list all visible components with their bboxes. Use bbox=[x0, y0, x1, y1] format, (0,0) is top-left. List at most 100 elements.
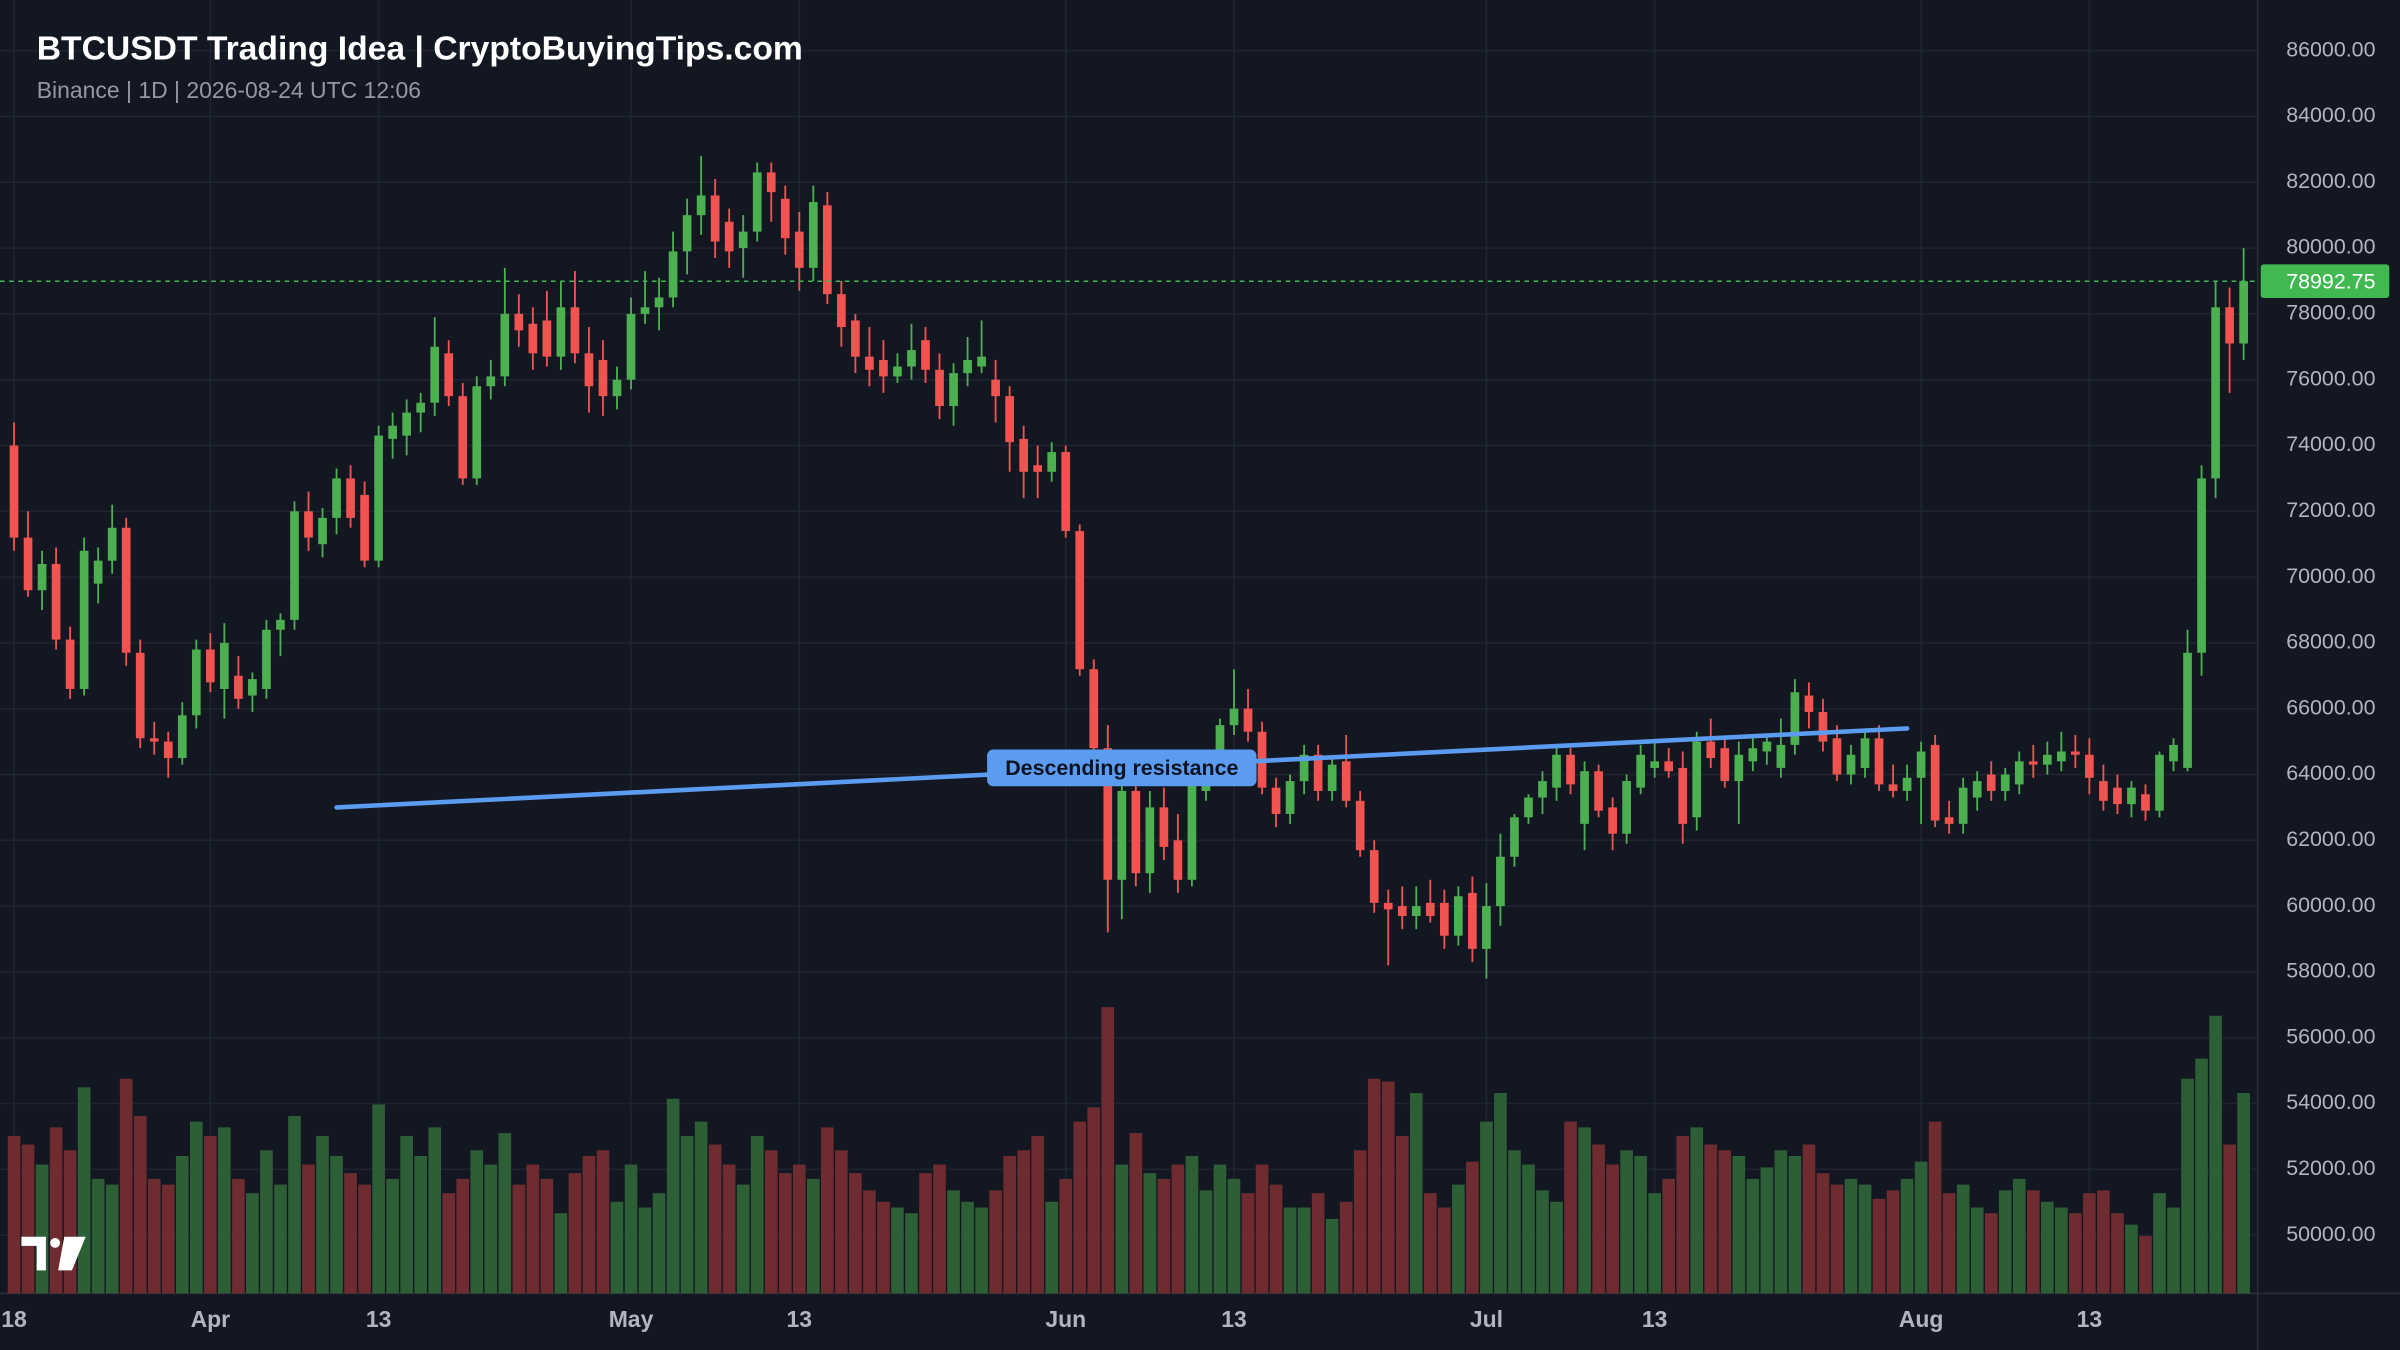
candle-body bbox=[402, 412, 412, 436]
candle-body bbox=[949, 373, 958, 407]
volume-bar bbox=[975, 1207, 988, 1294]
volume-bar bbox=[1886, 1190, 1900, 1294]
volume-bar bbox=[919, 1173, 932, 1294]
candle-body bbox=[1075, 531, 1085, 670]
x-tick-label: 13 bbox=[2077, 1306, 2103, 1332]
watermark-logo bbox=[21, 1236, 86, 1271]
candle-body bbox=[1271, 787, 1281, 814]
candle-body bbox=[220, 642, 229, 689]
volume-bar bbox=[624, 1164, 638, 1294]
volume-bar bbox=[2069, 1213, 2082, 1294]
volume-bar bbox=[2083, 1193, 2096, 1294]
candle-body bbox=[163, 741, 173, 759]
y-tick-label: 72000.00 bbox=[2286, 498, 2375, 522]
volume-bar bbox=[1353, 1150, 1367, 1294]
candle-body bbox=[808, 202, 818, 268]
volume-bar bbox=[2097, 1190, 2110, 1294]
volume-bar bbox=[1676, 1135, 1690, 1294]
candle-body bbox=[1860, 738, 1870, 768]
volume-bar bbox=[77, 1087, 91, 1294]
volume-bar bbox=[91, 1178, 105, 1294]
volume-bar bbox=[218, 1127, 231, 1294]
candle-body bbox=[2169, 744, 2178, 762]
candle-body bbox=[1930, 744, 1940, 821]
candle-body bbox=[612, 379, 622, 397]
candle-body bbox=[2239, 281, 2248, 344]
volume-bar bbox=[1129, 1133, 1143, 1294]
candle-body bbox=[318, 517, 327, 545]
y-tick-label: 74000.00 bbox=[2286, 432, 2375, 456]
candle-body bbox=[1243, 708, 1253, 732]
candle-body bbox=[752, 172, 762, 232]
candle-body bbox=[2056, 751, 2066, 762]
chart-title: BTCUSDT Trading Idea | CryptoBuyingTips.… bbox=[37, 30, 803, 67]
volume-bar bbox=[1550, 1201, 1563, 1294]
volume-bar bbox=[1648, 1193, 1661, 1294]
chart-subtitle: Binance | 1D | 2026-08-24 UTC 12:06 bbox=[37, 77, 421, 103]
candle-body bbox=[388, 425, 397, 439]
candle-body bbox=[1089, 669, 1099, 749]
candle-body bbox=[584, 353, 594, 387]
candle-body bbox=[149, 738, 159, 742]
candle-body bbox=[458, 396, 468, 479]
volume-bar bbox=[989, 1190, 1002, 1294]
candle-body bbox=[1173, 840, 1183, 880]
volume-bar bbox=[1115, 1164, 1129, 1294]
candle-body bbox=[879, 359, 888, 377]
volume-bar bbox=[807, 1178, 820, 1294]
volume-bar bbox=[2237, 1093, 2250, 1294]
candle-body bbox=[276, 619, 285, 630]
volume-bar bbox=[1073, 1121, 1087, 1294]
candle-body bbox=[2127, 787, 2136, 805]
candle-body bbox=[1187, 767, 1197, 880]
candle-body bbox=[79, 550, 89, 689]
volume-bar bbox=[1171, 1164, 1185, 1294]
candle-body bbox=[262, 629, 271, 689]
candle-body bbox=[1131, 790, 1141, 874]
candle-body bbox=[822, 205, 832, 295]
volume-bar bbox=[2167, 1207, 2180, 1294]
candle-body bbox=[1482, 906, 1491, 949]
candle-body bbox=[290, 511, 299, 620]
candle-body bbox=[2085, 754, 2094, 778]
candle-body bbox=[837, 294, 846, 328]
candle-body bbox=[893, 366, 902, 377]
volume-bar bbox=[1718, 1150, 1732, 1294]
candle-body bbox=[1047, 452, 1057, 472]
volume-bar bbox=[1956, 1184, 1970, 1294]
volume-bar bbox=[736, 1184, 750, 1294]
candle-body bbox=[1005, 396, 1014, 443]
candle-body bbox=[1033, 465, 1043, 472]
candle-body bbox=[1986, 774, 1996, 791]
candle-body bbox=[1594, 771, 1603, 811]
volume-bar bbox=[49, 1127, 63, 1294]
volume-bar bbox=[1480, 1121, 1493, 1294]
volume-bar bbox=[288, 1115, 301, 1294]
candle-body bbox=[51, 563, 61, 640]
volume-bar bbox=[2125, 1224, 2138, 1294]
volume-bar bbox=[1466, 1161, 1479, 1294]
volume-bar bbox=[526, 1164, 540, 1294]
candle-body bbox=[2099, 781, 2108, 801]
candle-body bbox=[1818, 711, 1828, 742]
volume-bar bbox=[1409, 1093, 1423, 1294]
candle-body bbox=[1902, 777, 1912, 791]
y-tick-label: 80000.00 bbox=[2286, 235, 2375, 259]
volume-bar bbox=[1984, 1213, 1998, 1294]
candle-body bbox=[1944, 817, 1954, 824]
candle-body bbox=[304, 511, 313, 538]
volume-bar bbox=[1059, 1178, 1073, 1294]
volume-bar bbox=[442, 1193, 456, 1294]
volume-bar bbox=[1802, 1144, 1816, 1294]
volume-bar bbox=[414, 1155, 427, 1294]
candle-body bbox=[724, 221, 734, 252]
last-price-tag bbox=[2260, 264, 2390, 299]
volume-bar bbox=[1564, 1121, 1577, 1294]
candle-body bbox=[205, 649, 215, 683]
candle-body bbox=[1383, 902, 1393, 910]
candle-body bbox=[654, 297, 664, 308]
candle-body bbox=[1496, 856, 1505, 907]
volume-bar bbox=[1143, 1173, 1157, 1294]
candle-body bbox=[640, 307, 650, 314]
